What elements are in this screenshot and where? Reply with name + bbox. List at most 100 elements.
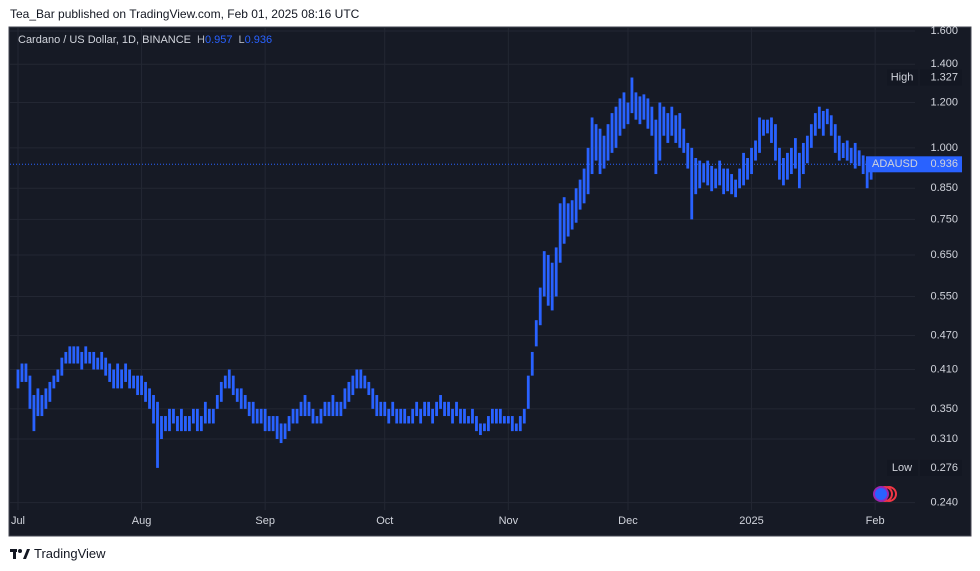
y-tick-label: 1.000: [930, 142, 958, 154]
hl-bar: [335, 401, 339, 417]
hl-bar: [227, 369, 231, 389]
last-price-name: ADAUSD: [872, 158, 918, 170]
low-label-box: [887, 459, 918, 476]
legend-h-label: H: [197, 34, 205, 46]
hl-bar: [24, 363, 28, 382]
legend: Cardano / US Dollar, 1D, BINANCE H0.957 L0…: [18, 34, 272, 46]
hl-bar: [750, 147, 753, 175]
hl-bar: [554, 247, 558, 297]
hl-bar: [439, 395, 442, 409]
hl-bar: [447, 401, 450, 417]
hl-bar: [355, 369, 359, 389]
hl-bar: [538, 287, 542, 326]
hl-bar: [829, 115, 833, 136]
hl-bar: [494, 408, 498, 424]
hl-bar: [56, 369, 60, 382]
publisher-line: Tea_Bar published on TradingView.com, Fe…: [10, 7, 360, 21]
hl-bar: [148, 388, 151, 409]
hl-bar: [853, 142, 857, 169]
hl-bar: [479, 423, 482, 436]
hl-bar: [28, 375, 32, 409]
hl-bar: [327, 401, 331, 417]
x-tick-label: Nov: [499, 515, 519, 527]
hl-bar: [857, 150, 861, 166]
hl-bar: [168, 408, 171, 432]
high-value: 1.327: [930, 71, 958, 83]
hl-bar: [530, 351, 534, 376]
hl-bar: [112, 369, 116, 389]
y-tick-label: 0.550: [930, 290, 958, 302]
y-tick-label: 1.600: [930, 25, 958, 37]
hl-bar: [387, 408, 391, 424]
hl-bar: [136, 375, 139, 396]
hl-bar: [391, 401, 395, 417]
hl-bar: [618, 98, 622, 136]
hl-bar: [407, 416, 411, 424]
hl-bar: [463, 408, 466, 424]
hl-bar: [678, 113, 682, 148]
hl-bar: [351, 375, 355, 396]
hl-bar: [379, 401, 383, 417]
hl-bar: [742, 152, 745, 186]
hl-bar: [172, 408, 175, 424]
hl-bar: [770, 117, 773, 143]
hl-bar: [423, 401, 427, 417]
hl-bar: [411, 408, 415, 424]
hl-bar: [550, 262, 554, 311]
legend-l-label: L: [238, 34, 245, 46]
hl-bar: [120, 369, 124, 389]
last-price-value: 0.936: [930, 158, 958, 170]
hl-bar: [662, 106, 666, 136]
hl-bar: [251, 401, 255, 424]
event-icon: [873, 486, 889, 502]
x-tick-label: Aug: [132, 515, 152, 527]
hl-bar: [766, 119, 769, 134]
hl-bar: [582, 168, 586, 204]
hl-bar: [331, 395, 335, 417]
hl-bar: [395, 408, 399, 424]
hl-bar: [586, 147, 590, 195]
hl-bar: [211, 408, 215, 424]
hl-bar: [622, 92, 626, 129]
hl-bar: [805, 135, 809, 164]
hl-bar: [841, 142, 845, 159]
hl-bar: [682, 128, 686, 153]
hl-bar: [108, 363, 112, 382]
hl-bar: [68, 346, 72, 364]
hl-bar: [570, 200, 574, 230]
hl-bar: [299, 401, 303, 417]
hl-bar: [610, 113, 614, 153]
hl-bar: [231, 375, 235, 396]
hl-bar: [491, 408, 494, 424]
hl-bar: [758, 117, 761, 153]
hl-bar: [861, 155, 865, 175]
hl-bar: [514, 423, 518, 432]
hl-bar: [44, 388, 48, 409]
hl-bar: [634, 92, 638, 120]
high-value-box: [920, 69, 962, 86]
hl-bar: [164, 416, 167, 432]
hl-bar: [654, 119, 658, 175]
hl-bar: [347, 381, 351, 402]
hl-bar: [498, 408, 502, 424]
hl-bar: [191, 408, 195, 424]
hl-bar: [156, 401, 159, 468]
hl-bar: [606, 124, 610, 161]
hl-bar: [666, 113, 670, 143]
hl-bar: [626, 102, 630, 125]
y-tick-label: 0.650: [930, 249, 958, 261]
y-tick-label: 0.410: [930, 363, 958, 375]
hl-bar: [526, 375, 530, 409]
low-value: 0.276: [930, 462, 958, 474]
hl-bar: [706, 160, 710, 186]
hl-bar: [670, 106, 674, 136]
hl-bar: [52, 375, 56, 389]
hl-bar: [487, 416, 490, 432]
hl-bar: [339, 401, 343, 417]
hl-bar: [88, 351, 92, 364]
hl-bar: [809, 124, 813, 148]
hl-bar: [443, 401, 446, 417]
hl-bar: [562, 197, 566, 244]
hl-bar: [84, 346, 88, 364]
